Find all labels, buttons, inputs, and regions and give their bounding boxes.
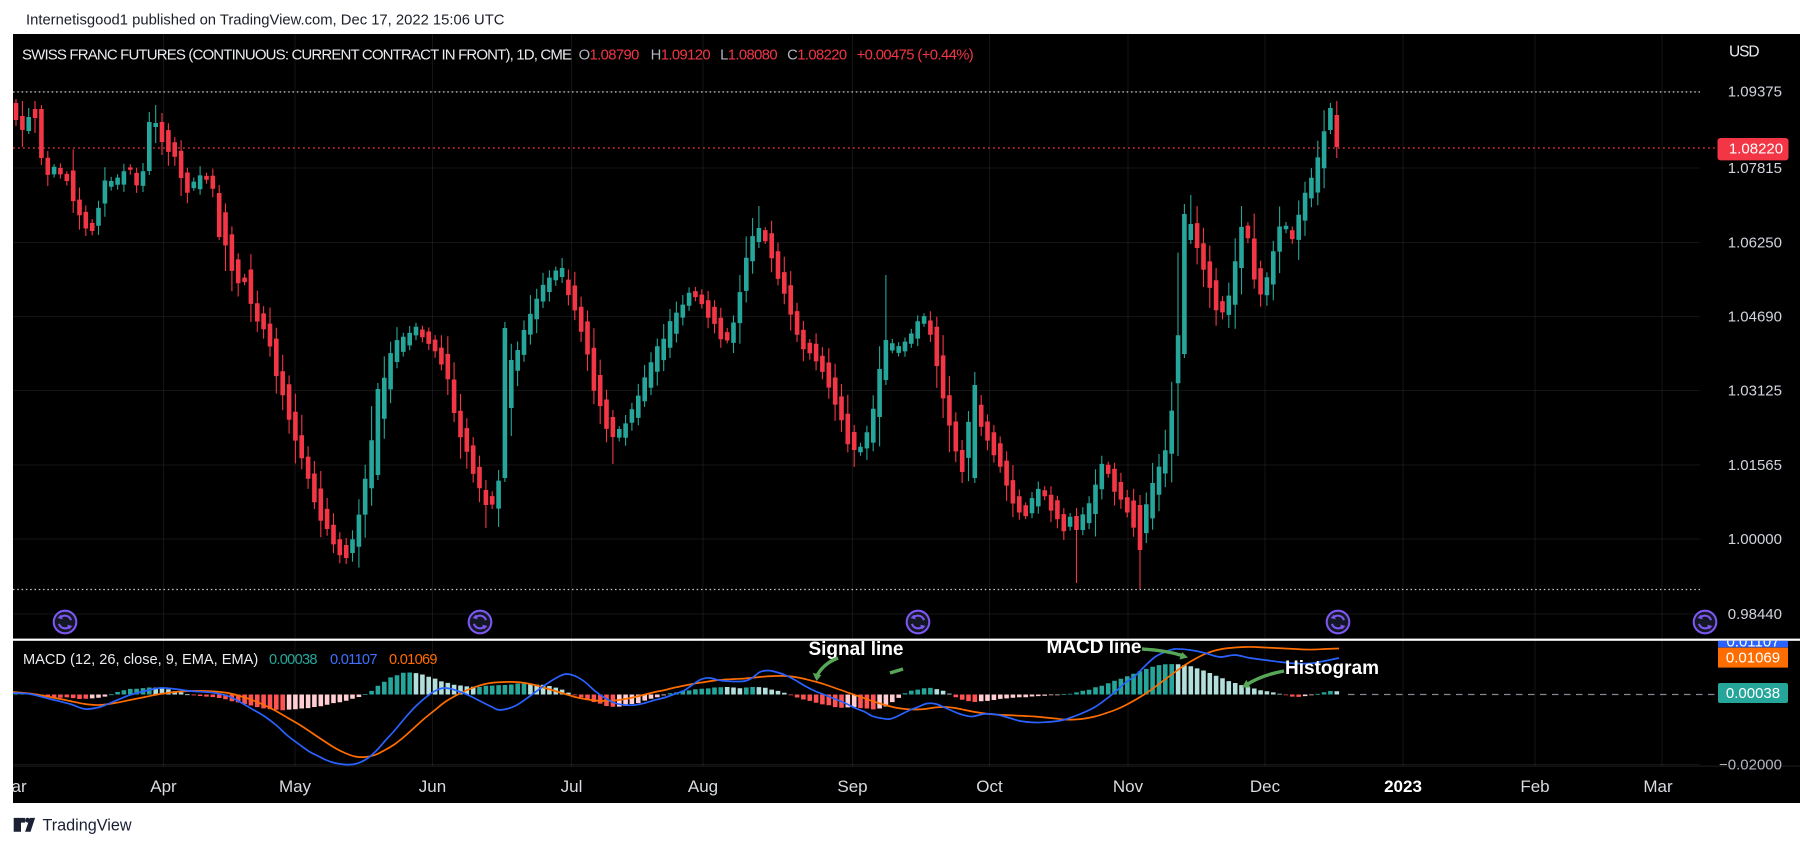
svg-text:Oct: Oct — [976, 777, 1003, 796]
svg-text:1.06250: 1.06250 — [1728, 235, 1782, 252]
svg-text:0.00038: 0.00038 — [269, 652, 317, 668]
svg-text:Mar: Mar — [0, 777, 27, 796]
svg-text:MACD (12, 26, close, 9, EMA, E: MACD (12, 26, close, 9, EMA, EMA) — [23, 652, 258, 668]
svg-text:Apr: Apr — [150, 777, 177, 796]
svg-text:L1.08080: L1.08080 — [720, 48, 777, 64]
svg-text:Internetisgood1 published on T: Internetisgood1 published on TradingView… — [26, 13, 505, 29]
svg-text:H1.09120: H1.09120 — [651, 48, 711, 64]
svg-text:0.01107: 0.01107 — [1726, 634, 1779, 651]
svg-text:2023: 2023 — [1384, 777, 1422, 796]
svg-text:Jul: Jul — [561, 777, 583, 796]
svg-text:1.08220: 1.08220 — [1729, 141, 1783, 158]
svg-text:1.01565: 1.01565 — [1728, 457, 1782, 474]
svg-text:1.03125: 1.03125 — [1728, 383, 1782, 400]
svg-text:1.09375: 1.09375 — [1728, 84, 1782, 101]
svg-text:USD: USD — [1729, 44, 1759, 61]
svg-text:1.07815: 1.07815 — [1728, 160, 1782, 177]
svg-text:0.00038: 0.00038 — [1726, 685, 1780, 702]
svg-text:0.01107: 0.01107 — [330, 652, 377, 668]
svg-text:C1.08220: C1.08220 — [787, 48, 847, 64]
svg-text:May: May — [279, 777, 312, 796]
svg-text:O1.08790: O1.08790 — [579, 48, 640, 64]
svg-text:0.01069: 0.01069 — [1726, 650, 1780, 667]
svg-text:Sep: Sep — [837, 777, 867, 796]
svg-text:SWISS FRANC FUTURES (CONTINUOU: SWISS FRANC FUTURES (CONTINUOUS: CURRENT… — [22, 47, 572, 64]
svg-text:TradingView: TradingView — [43, 817, 132, 835]
svg-text:Histogram: Histogram — [1285, 658, 1379, 679]
svg-text:Mar: Mar — [1643, 777, 1673, 796]
svg-text:0.01069: 0.01069 — [389, 652, 437, 668]
svg-text:−0.02000: −0.02000 — [1719, 757, 1782, 774]
svg-text:Feb: Feb — [1520, 777, 1549, 796]
svg-text:MACD line: MACD line — [1047, 637, 1142, 658]
svg-text:+0.00475 (+0.44%): +0.00475 (+0.44%) — [857, 48, 974, 64]
svg-text:1.00000: 1.00000 — [1728, 531, 1782, 548]
svg-text:0.98440: 0.98440 — [1728, 606, 1782, 623]
svg-text:Nov: Nov — [1113, 777, 1144, 796]
svg-text:Aug: Aug — [688, 777, 718, 796]
svg-text:1.04690: 1.04690 — [1728, 309, 1782, 326]
svg-text:Jun: Jun — [419, 777, 446, 796]
svg-text:Signal line: Signal line — [808, 639, 903, 660]
svg-text:Dec: Dec — [1250, 777, 1281, 796]
